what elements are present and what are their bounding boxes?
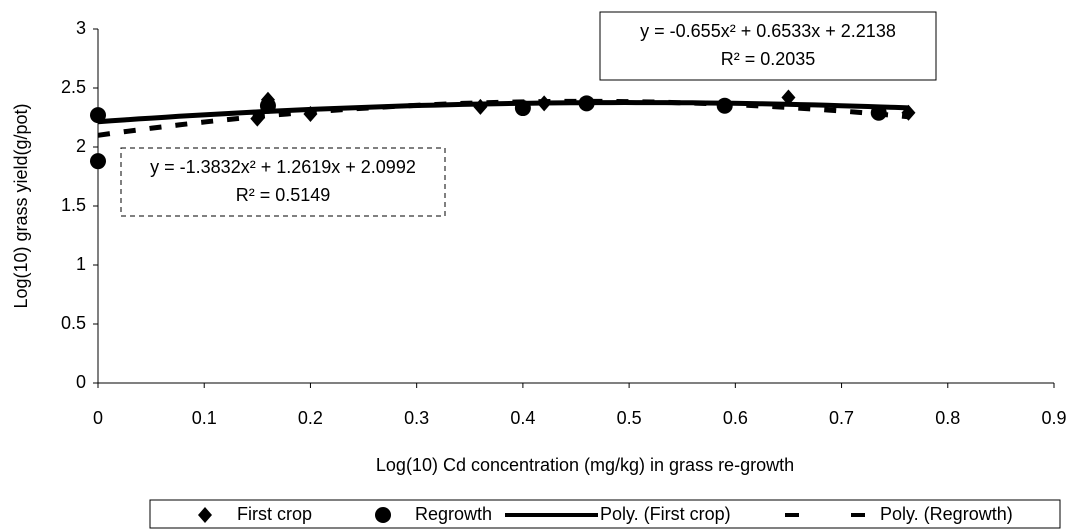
- x-tick-label: 0.1: [192, 408, 217, 428]
- data-point: [303, 105, 318, 122]
- trendline: [97, 99, 909, 125]
- y-axis-title: Log(10) grass yield(g/pot): [11, 103, 31, 308]
- data-point: [259, 97, 276, 114]
- y-tick-label: 2: [76, 136, 86, 156]
- x-tick-label: 0.9: [1041, 408, 1066, 428]
- x-tick-label: 0.2: [298, 408, 323, 428]
- r-squared: R² = 0.5149: [236, 185, 331, 205]
- data-point: [90, 153, 106, 170]
- x-tick-label: 0.4: [510, 408, 535, 428]
- legend: First crop Regrowth Poly. (First crop) Poly…: [198, 504, 1013, 524]
- y-tick-label: 0.5: [61, 313, 86, 333]
- legend-label: Regrowth: [415, 504, 492, 524]
- equation: y = -1.3832x² + 1.2619x + 2.0992: [150, 157, 416, 177]
- x-tick-label: 0.6: [723, 408, 748, 428]
- equation: y = -0.655x² + 0.6533x + 2.2138: [640, 21, 896, 41]
- y-tick-label: 1.5: [61, 195, 86, 215]
- legend-box: [149, 499, 1061, 529]
- legend-label: Poly. (First crop): [600, 504, 731, 524]
- x-axis-title: Log(10) Cd concentration (mg/kg) in gras…: [376, 455, 794, 475]
- equation-box: [599, 11, 937, 81]
- y-tick-label: 0: [76, 372, 86, 392]
- y-tick-label: 2.5: [61, 77, 86, 97]
- data-point: [781, 89, 796, 106]
- legend-label: Poly. (Regrowth): [880, 504, 1013, 524]
- data-point: [870, 104, 887, 121]
- data-point: [90, 107, 106, 124]
- data-point: [716, 97, 733, 114]
- legend-label: First crop: [237, 504, 312, 524]
- data-point: [514, 100, 531, 117]
- x-tick-label: 0.7: [829, 408, 854, 428]
- legend-marker: [375, 507, 391, 523]
- x-tick-label: 0.3: [404, 408, 429, 428]
- y-tick-label: 3: [76, 18, 86, 38]
- x-tick-label: 0.8: [935, 408, 960, 428]
- trendline: [97, 98, 909, 138]
- data-point: [250, 110, 265, 127]
- x-tick-label: 0.5: [617, 408, 642, 428]
- x-tick-label: 0: [93, 408, 103, 428]
- data-point: [473, 98, 488, 115]
- data-point: [537, 95, 552, 112]
- data-point: [901, 104, 916, 121]
- equation-box: [120, 147, 446, 217]
- data-point: [578, 95, 595, 112]
- r-squared: R² = 0.2035: [721, 49, 816, 69]
- legend-marker: [198, 507, 212, 523]
- y-tick-label: 1: [76, 254, 86, 274]
